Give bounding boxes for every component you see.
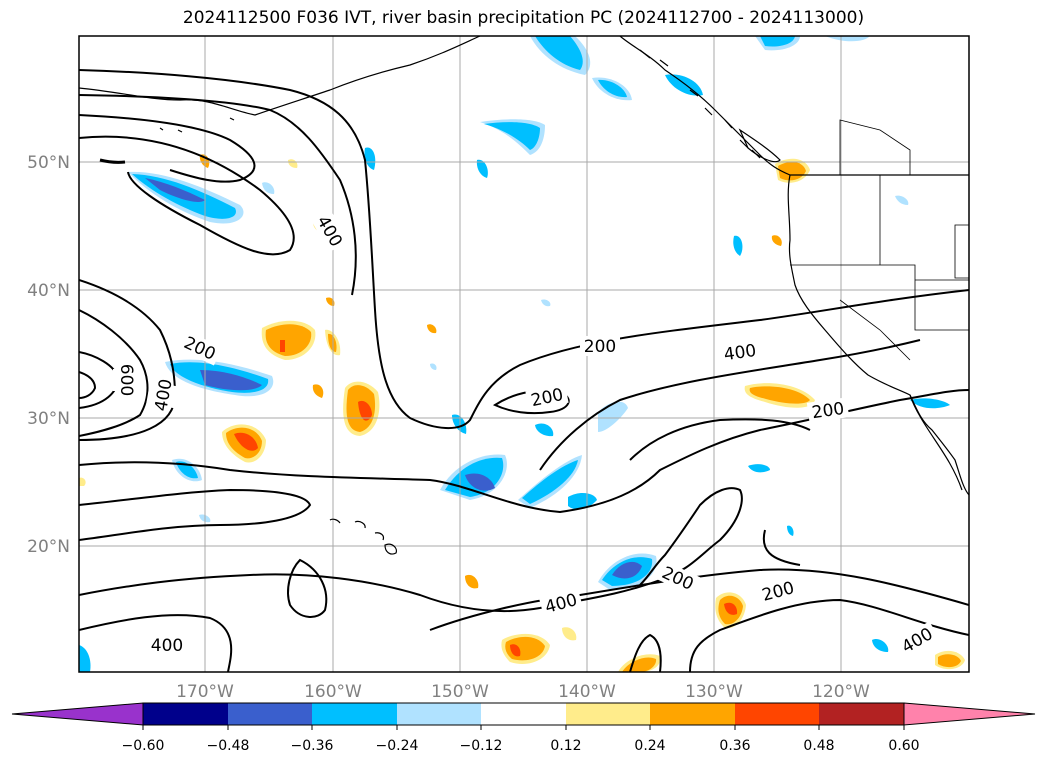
contour-label: 200 — [584, 337, 616, 357]
latitude-labels: 50°N 40°N 30°N 20°N — [27, 153, 70, 557]
lon-label: 150°W — [431, 682, 489, 702]
contour-label-backgrounds — [113, 209, 940, 659]
colorbar-segment — [143, 703, 228, 725]
lon-label: 170°W — [176, 682, 234, 702]
positive-anomaly-patches — [79, 154, 965, 672]
graticule — [79, 36, 969, 672]
colorbar-segment — [735, 703, 819, 725]
colorbar-extend-max — [903, 702, 1036, 726]
colorbar-tick-label: 0.48 — [803, 738, 834, 754]
colorbar-tick-label: −0.60 — [122, 738, 165, 754]
colorbar-tick-label: 0.60 — [888, 738, 919, 754]
ivt-contours — [79, 69, 969, 672]
colorbar-segment — [312, 703, 397, 725]
contour-label: 200 — [811, 399, 846, 423]
map-title: 2024112500 F036 IVT, river basin precipi… — [182, 8, 865, 28]
contour-label: 600 — [116, 364, 136, 396]
colorbar-segment — [228, 703, 312, 725]
lat-label: 40°N — [27, 281, 70, 301]
colorbar: −0.60 −0.48 −0.36 −0.24 −0.12 0.12 0.24 … — [11, 702, 1036, 754]
precipitation-shading — [79, 36, 965, 672]
lon-label: 140°W — [558, 682, 616, 702]
map-frame — [78, 35, 970, 673]
colorbar-segment — [481, 703, 566, 725]
colorbar-segment — [650, 703, 735, 725]
contour-label: 400 — [723, 341, 758, 365]
lon-label: 160°W — [304, 682, 362, 702]
colorbar-segment — [819, 703, 904, 725]
colorbar-tick-label: −0.36 — [291, 738, 334, 754]
lat-label: 20°N — [27, 537, 70, 557]
colorbar-segment — [566, 703, 650, 725]
lon-label: 120°W — [812, 682, 870, 702]
colorbar-tick-label: −0.48 — [207, 738, 250, 754]
colorbar-tick-label: −0.24 — [376, 738, 419, 754]
colorbar-tick-label: 0.36 — [719, 738, 750, 754]
state-borders — [790, 119, 969, 361]
lat-label: 50°N — [27, 153, 70, 173]
longitude-labels: 170°W 160°W 150°W 140°W 130°W 120°W — [176, 682, 870, 702]
colorbar-segment — [397, 703, 481, 725]
colorbar-tick-label: 0.12 — [550, 738, 581, 754]
lon-label: 130°W — [685, 682, 743, 702]
colorbar-tick-label: 0.24 — [634, 738, 665, 754]
coastlines — [79, 36, 969, 555]
contour-label: 400 — [151, 636, 183, 656]
lat-label: 30°N — [27, 409, 70, 429]
colorbar-tick-label: −0.12 — [460, 738, 503, 754]
colorbar-extend-min — [11, 702, 144, 726]
